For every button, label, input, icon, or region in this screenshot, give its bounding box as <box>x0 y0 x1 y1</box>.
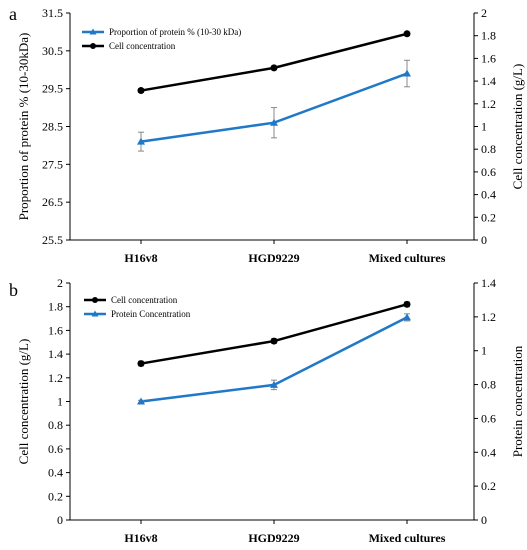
right-tick-label: 0.4 <box>481 445 496 459</box>
data-point <box>137 397 145 405</box>
x-tick-label: HGD9229 <box>248 251 299 265</box>
right-tick-label: 0.2 <box>481 210 496 224</box>
data-point <box>403 30 411 38</box>
right-tick-label: 1.6 <box>481 51 496 65</box>
right-tick-label: 1 <box>481 344 487 358</box>
right-tick-label: 0.6 <box>481 165 496 179</box>
left-tick-label: 25.5 <box>42 233 63 247</box>
right-tick-label: 1.2 <box>481 97 496 111</box>
right-tick-label: 0 <box>481 513 487 527</box>
left-tick-label: 0.6 <box>48 442 63 456</box>
right-tick-label: 1.8 <box>481 29 496 43</box>
left-tick-label: 27.5 <box>42 157 63 171</box>
right-tick-label: 0.8 <box>481 142 496 156</box>
left-axis-title: Proportion of protein % (10-30kDa) <box>16 33 31 221</box>
right-tick-label: 0.8 <box>481 378 496 392</box>
right-tick-label: 1 <box>481 120 487 134</box>
legend-label: Cell concentration <box>109 41 176 51</box>
data-point <box>270 64 278 72</box>
left-tick-label: 0.2 <box>48 489 63 503</box>
left-tick-label: 1.2 <box>48 371 63 385</box>
left-tick-label: 1.6 <box>48 323 63 337</box>
right-axis-title: Protein concentration <box>510 345 525 457</box>
left-tick-label: 28.5 <box>42 120 63 134</box>
chart-panel-b: b 0 0.2 0.4 0.6 0.8 1 1.2 1.4 1.6 1.8 2 0 0.2 0.4 0.6 0.… <box>9 276 525 545</box>
left-tick-label: 0.4 <box>48 466 63 480</box>
data-point <box>403 300 411 308</box>
left-tick-label: 1 <box>57 395 63 409</box>
right-tick-label: 0.6 <box>481 411 496 425</box>
left-tick-label: 29.5 <box>42 82 63 96</box>
right-tick-label: 1.4 <box>481 276 496 290</box>
legend-swatch-marker <box>90 43 96 49</box>
x-tick-label: Mixed cultures <box>369 531 446 545</box>
left-tick-label: 26.5 <box>42 195 63 209</box>
left-tick-label: 0 <box>57 513 63 527</box>
data-point <box>403 69 411 77</box>
data-point <box>137 137 145 145</box>
data-point <box>403 313 411 321</box>
right-tick-label: 2 <box>481 6 487 20</box>
x-tick-label: H16v8 <box>124 251 157 265</box>
x-tick-label: Mixed cultures <box>369 251 446 265</box>
right-tick-label: 0 <box>481 233 487 247</box>
legend-swatch-marker <box>91 310 99 317</box>
right-tick-label: 1.2 <box>481 310 496 324</box>
legend-label: Cell concentration <box>111 295 178 305</box>
series-line <box>140 32 408 92</box>
left-tick-label: 0.8 <box>48 418 63 432</box>
x-tick-label: HGD9229 <box>248 531 299 545</box>
data-point <box>137 360 145 368</box>
right-tick-label: 0.4 <box>481 188 496 202</box>
panel-label: b <box>9 280 18 300</box>
data-point <box>137 87 145 95</box>
x-tick-label: H16v8 <box>124 531 157 545</box>
left-tick-label: 1.8 <box>48 300 63 314</box>
legend-label: Proportion of protein % (10-30 kDa) <box>109 27 241 37</box>
left-tick-label: 30.5 <box>42 44 63 58</box>
data-point <box>270 118 278 126</box>
legend-label: Protein Concentration <box>111 309 191 319</box>
chart-panel-a: a 25.5 26.5 27.5 28.5 29.5 30.5 31.5 0 0.2 0.4 0.6 0… <box>9 4 525 265</box>
legend-swatch-marker <box>92 297 98 303</box>
right-tick-label: 1.4 <box>481 74 496 88</box>
data-point <box>270 337 278 345</box>
data-point <box>270 380 278 388</box>
left-tick-label: 1.4 <box>48 347 63 361</box>
panel-label: a <box>9 4 17 24</box>
left-tick-label: 2 <box>57 276 63 290</box>
left-tick-label: 31.5 <box>42 6 63 20</box>
right-tick-label: 0.2 <box>481 479 496 493</box>
legend-swatch-marker <box>89 28 97 35</box>
left-axis-title: Cell concentration (g/L) <box>16 339 31 465</box>
right-axis-title: Cell concentration (g/L) <box>510 64 525 190</box>
